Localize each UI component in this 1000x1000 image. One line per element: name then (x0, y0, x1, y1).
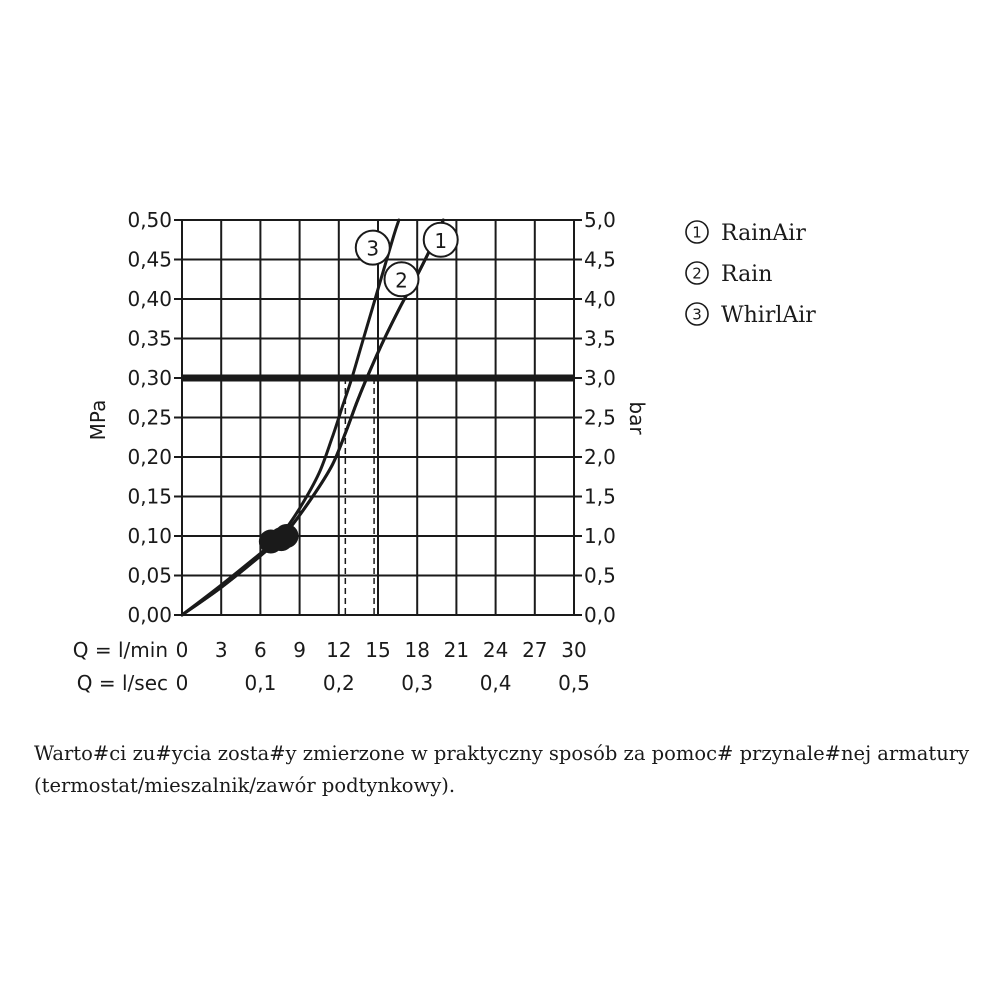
legend-label: Rain (721, 262, 772, 287)
series-marker-circle (383, 261, 420, 298)
y-axis-right-ticks: 0,0 0,5 1,0 1,5 2,0 2,5 3,0 3,5 4,0 4,5 5,0 (584, 208, 616, 627)
series-marker-number: 1 (434, 229, 447, 253)
x-row1-title: Q = l/min (73, 638, 168, 662)
y-right-tick-label: 4,5 (584, 248, 616, 272)
x-row1-tick-label: 3 (215, 638, 228, 662)
y-right-tick-label: 3,5 (584, 327, 616, 351)
y-right-tick-label: 4,0 (584, 287, 616, 311)
legend-item-1: 1 RainAir (685, 220, 806, 246)
y-left-tick-label: 0,05 (127, 564, 172, 588)
caption: Warto#ci zu#ycia zosta#y zmierzone w pra… (34, 738, 974, 802)
x-row1-tick-label: 6 (254, 638, 267, 662)
series-marker-number: 3 (366, 237, 379, 261)
x-row1-tick-label: 24 (483, 638, 508, 662)
x-row1-tick-label: 27 (522, 638, 547, 662)
x-row2-tick-label: 0,1 (244, 671, 276, 695)
series-marker-2: 2 (383, 261, 420, 298)
series-marker-3: 3 (354, 229, 391, 266)
y-axis-left-ticks: 0,00 0,05 0,10 0,15 0,20 0,25 0,30 0,35 0,40 0,45… (127, 208, 172, 627)
y-right-tick-label: 2,5 (584, 406, 616, 430)
x-row1-tick-label: 0 (176, 638, 189, 662)
x-row1-tick-label: 30 (561, 638, 586, 662)
y-right-tick-label: 1,0 (584, 524, 616, 548)
y-left-tick-label: 0,10 (127, 524, 172, 548)
y-axis-right-title: bar (625, 401, 649, 435)
y-left-tick-label: 0,00 (127, 603, 172, 627)
y-right-tick-label: 3,0 (584, 366, 616, 390)
x-row2-tick-label: 0,4 (480, 671, 512, 695)
legend-marker-circle (685, 302, 709, 326)
legend-marker-number: 3 (692, 306, 702, 324)
y-right-tick-label: 0,5 (584, 564, 616, 588)
y-left-tick-label: 0,25 (127, 406, 172, 430)
y-axis-left-title: MPa (86, 400, 110, 441)
y-right-tick-label: 1,5 (584, 485, 616, 509)
series-marker-1: 1 (422, 221, 459, 258)
x-row2-tick-label: 0,5 (558, 671, 590, 695)
chart-grid (174, 219, 582, 616)
caption-line-1: Warto#ci zu#ycia zosta#y zmierzone w pra… (34, 742, 970, 765)
caption-line-2: (termostat/mieszalnik/zawór podtynkowy). (34, 774, 456, 797)
x-row1-tick-label: 21 (444, 638, 469, 662)
x-row2-title: Q = l/sec (77, 671, 168, 695)
legend: 1 RainAir 2 Rain 3 WhirlAir (685, 220, 816, 328)
x-axis-ticks: Q = l/min 0 3 6 9 12 15 18 21 24 27 30 Q = l/sec 0 0,1… (73, 638, 590, 695)
series-line-3 (180, 218, 401, 617)
legend-marker-circle (685, 220, 709, 244)
x-row2-tick-label: 0,2 (323, 671, 355, 695)
legend-marker-number: 2 (692, 265, 702, 283)
y-right-tick-label: 2,0 (584, 445, 616, 469)
legend-item-2: 2 Rain (685, 261, 772, 287)
y-right-tick-label: 5,0 (584, 208, 616, 232)
x-row1-tick-label: 9 (293, 638, 306, 662)
series-marker-circle (354, 229, 391, 266)
x-row1-tick-label: 18 (404, 638, 429, 662)
legend-marker-number: 1 (692, 224, 702, 242)
x-row1-tick-label: 12 (326, 638, 351, 662)
y-left-tick-label: 0,40 (127, 287, 172, 311)
x-row2-tick-label: 0 (176, 671, 189, 695)
legend-marker-circle (685, 261, 709, 285)
legend-label: RainAir (721, 221, 806, 246)
x-row2-tick-label: 0,3 (401, 671, 433, 695)
series-marker-circle (422, 221, 459, 258)
y-right-tick-label: 0,0 (584, 603, 616, 627)
legend-label: WhirlAir (721, 303, 816, 328)
series-marker-number: 2 (395, 268, 408, 292)
y-left-tick-label: 0,50 (127, 208, 172, 232)
operating-point-dot (274, 524, 299, 548)
y-left-tick-label: 0,15 (127, 485, 172, 509)
legend-item-3: 3 WhirlAir (685, 302, 816, 328)
y-left-tick-label: 0,20 (127, 445, 172, 469)
y-left-tick-label: 0,45 (127, 248, 172, 272)
reference-lines (182, 374, 574, 615)
y-left-tick-label: 0,30 (127, 366, 172, 390)
y-left-tick-label: 0,35 (127, 327, 172, 351)
operating-dots (258, 524, 299, 554)
x-row1-tick-label: 15 (365, 638, 390, 662)
series-markers: 32 1 (354, 221, 459, 298)
